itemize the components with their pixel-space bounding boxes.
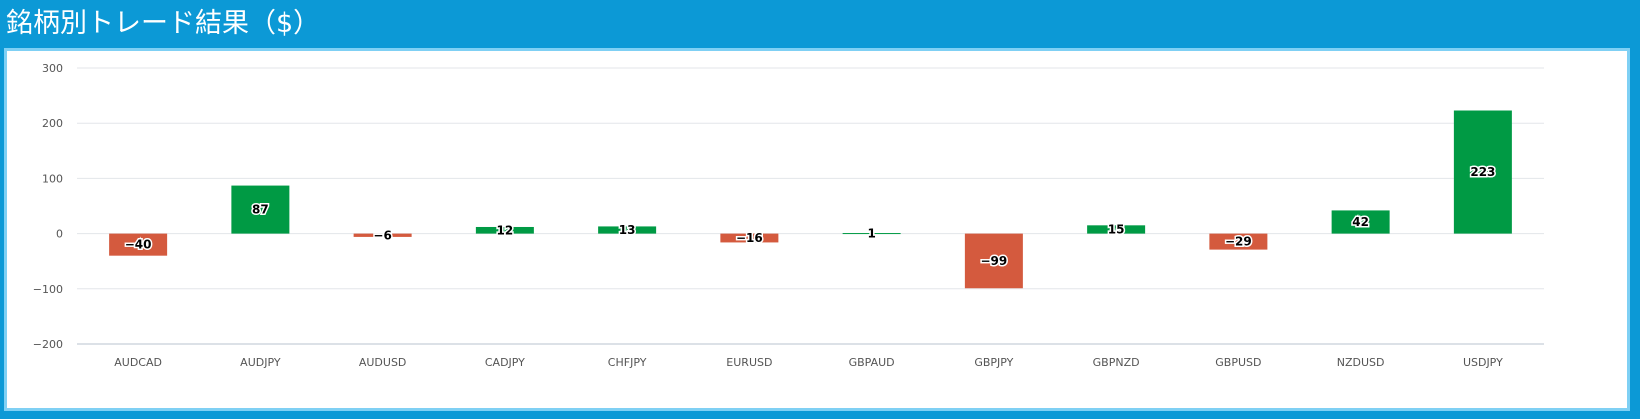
bar [842,233,901,235]
data-label: 223 [1470,165,1495,179]
y-tick-label: 0 [56,228,63,241]
y-tick-label: 200 [42,117,63,130]
x-tick-label: GBPNZD [1093,356,1140,369]
y-tick-label: 300 [42,62,63,75]
chart-frame: 300 200 100 0 −100 −200 −40 AUDCAD 87 AUDJPY −6 AUD… [4,48,1630,411]
data-label: −16 [736,231,763,245]
bar [353,233,412,237]
data-label: −99 [980,254,1007,268]
data-label: 42 [1352,215,1369,229]
bar [109,233,168,256]
bar [598,226,657,234]
x-tick-label: NZDUSD [1337,356,1385,369]
bar [231,185,290,234]
data-label: −40 [125,238,152,252]
bar [1331,210,1390,234]
bar [964,233,1023,289]
data-label: 13 [619,223,636,237]
data-label: 87 [252,203,269,217]
x-tick-label: CHFJPY [608,356,647,369]
x-tick-label: GBPUSD [1215,356,1261,369]
x-tick-label: AUDJPY [240,356,281,369]
x-tick-label: USDJPY [1463,356,1503,369]
data-label: 15 [1108,222,1125,236]
data-label: 1 [867,227,875,241]
x-tick-label: AUDUSD [359,356,407,369]
bar [1087,225,1146,234]
x-tick-label: GBPJPY [974,356,1013,369]
data-label: −6 [373,228,391,242]
y-tick-label: 100 [42,172,63,185]
x-tick-label: AUDCAD [114,356,162,369]
chart-title: 銘柄別トレード結果（$） [6,8,321,39]
x-tick-label: GBPAUD [849,356,895,369]
y-tick-label: −200 [33,338,63,351]
data-label: 12 [497,223,514,237]
bar [475,226,534,234]
data-label: −29 [1225,235,1252,249]
x-tick-label: EURUSD [726,356,772,369]
bar [1453,110,1512,234]
bar [720,233,779,243]
y-tick-label: −100 [33,283,63,296]
bar-chart: 300 200 100 0 −100 −200 −40 AUDCAD 87 AUDJPY −6 AUD… [33,62,1544,369]
bar [1209,233,1268,250]
x-tick-label: CADJPY [485,356,525,369]
